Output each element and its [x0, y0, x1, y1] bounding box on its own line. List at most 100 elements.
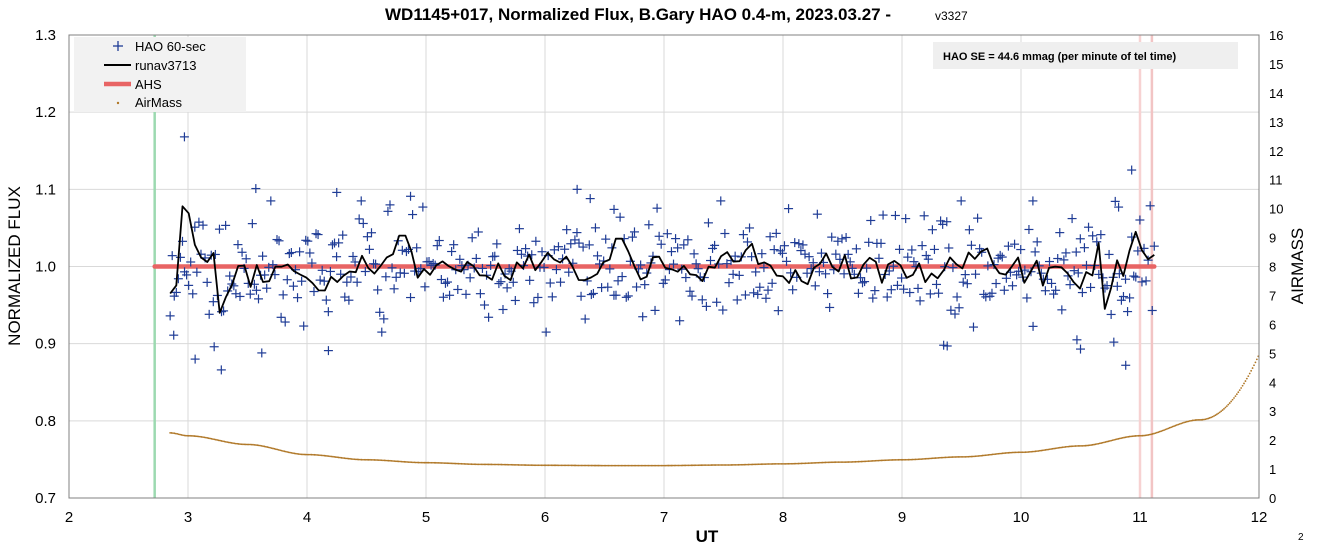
airmass-point — [743, 463, 746, 466]
airmass-point — [237, 443, 240, 445]
hao-point — [615, 212, 625, 222]
airmass-point — [921, 458, 924, 460]
airmass-point — [868, 460, 871, 462]
airmass-point — [1098, 442, 1101, 445]
airmass-point — [639, 464, 641, 467]
airmass-point — [567, 464, 570, 467]
airmass-point — [689, 464, 691, 467]
hao-point — [652, 203, 662, 213]
airmass-point — [878, 459, 881, 462]
airmass-point — [697, 464, 700, 467]
airmass-point — [1184, 421, 1187, 424]
hao-point — [609, 204, 619, 214]
plot-frame — [68, 34, 1260, 499]
x-tick-label: 6 — [541, 509, 549, 526]
legend-box — [74, 37, 246, 112]
airmass-point — [1165, 428, 1168, 430]
hao-point — [278, 290, 288, 300]
airmass-point — [471, 463, 474, 466]
airmass-point — [1251, 367, 1254, 369]
airmass-point — [560, 464, 563, 467]
airmass-point — [339, 456, 341, 459]
hao-point — [198, 220, 208, 230]
airmass-point — [390, 460, 393, 462]
airmass-point — [761, 463, 764, 466]
y2-tick-label: 0 — [1269, 491, 1276, 506]
hao-point — [375, 307, 385, 317]
airmass-point — [399, 460, 401, 463]
hao-point — [182, 270, 192, 280]
airmass-point — [827, 461, 830, 464]
hao-point — [687, 291, 697, 301]
airmass-point — [1157, 431, 1160, 434]
airmass-point — [327, 455, 330, 458]
airmass-point — [362, 458, 364, 461]
airmass-point — [413, 461, 416, 464]
airmass-point — [332, 455, 334, 458]
airmass-point — [867, 460, 870, 463]
airmass-point — [964, 455, 967, 458]
hao-point — [650, 305, 660, 315]
hao-point — [656, 239, 666, 249]
hao-point — [356, 196, 366, 206]
airmass-point — [239, 443, 242, 445]
airmass-point — [513, 463, 516, 466]
hao-point — [477, 263, 487, 273]
hao-point — [823, 289, 833, 299]
airmass-point — [1111, 439, 1114, 442]
hao-point — [913, 283, 923, 293]
airmass-point — [450, 462, 453, 465]
airmass-point — [590, 464, 593, 467]
hao-point — [216, 365, 226, 375]
airmass-point — [1110, 439, 1113, 442]
hao-point — [956, 196, 966, 206]
hao-point — [890, 210, 900, 220]
hao-point — [327, 240, 337, 250]
airmass-point — [1086, 444, 1088, 447]
airmass-point — [506, 463, 509, 466]
hao-point — [1040, 286, 1050, 296]
airmass-point — [1160, 430, 1163, 433]
hao-point — [788, 285, 798, 295]
airmass-point — [244, 443, 247, 446]
airmass-point — [1101, 441, 1104, 444]
hao-point — [258, 251, 268, 261]
y2-tick-label: 13 — [1269, 115, 1283, 130]
airmass-point — [911, 458, 914, 461]
airmass-point — [259, 444, 262, 447]
airmass-point — [294, 452, 297, 455]
airmass-point — [1136, 434, 1138, 437]
airmass-point — [534, 464, 537, 467]
hao-point — [406, 191, 416, 201]
airmass-point — [797, 462, 800, 465]
airmass-point — [723, 464, 726, 466]
airmass-point — [948, 456, 951, 459]
hao-point — [541, 327, 551, 337]
airmass-point — [451, 462, 454, 465]
hao-point — [1092, 237, 1102, 247]
hao-point — [344, 295, 354, 305]
airmass-point — [1171, 425, 1174, 428]
legend-item-hao: HAO 60-sec — [113, 39, 206, 54]
airmass-point — [1006, 452, 1008, 454]
airmass-point — [1191, 419, 1194, 422]
hao-point — [765, 232, 775, 242]
hao-point — [701, 301, 711, 311]
airmass-point — [1170, 426, 1173, 429]
airmass-point — [710, 464, 713, 466]
airmass-point — [661, 464, 664, 467]
airmass-point — [296, 452, 299, 455]
airmass-point — [978, 454, 981, 457]
hao-point — [685, 286, 695, 296]
airmass-point — [973, 455, 976, 458]
airmass-point — [1150, 433, 1153, 436]
airmass-point — [624, 464, 627, 467]
airmass-point — [194, 435, 197, 438]
airmass-point — [507, 463, 510, 466]
airmass-point — [349, 457, 351, 460]
airmass-point — [860, 460, 863, 463]
airmass-point — [520, 464, 523, 466]
airmass-point — [343, 457, 346, 460]
airmass-point — [923, 457, 926, 460]
hao-point — [771, 228, 781, 238]
